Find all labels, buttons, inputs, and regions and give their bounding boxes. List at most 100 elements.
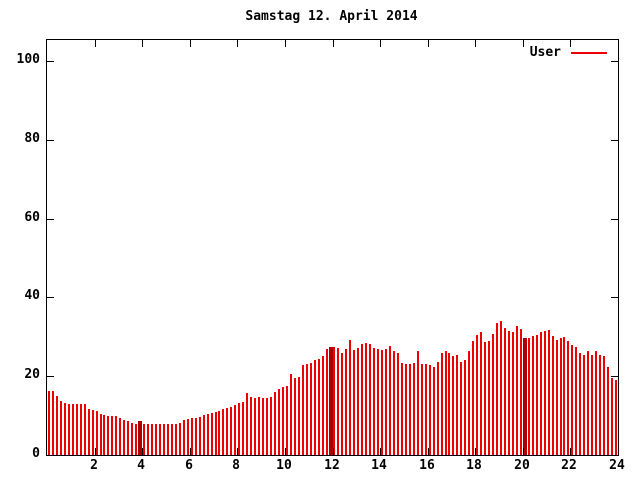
x-tick-mark: [380, 40, 381, 47]
impulse-bar: [254, 398, 256, 455]
impulse-bar: [540, 332, 542, 455]
impulse-bar: [195, 418, 197, 455]
impulse-bar: [314, 360, 316, 455]
impulse-bar: [532, 336, 534, 455]
impulse-bar: [72, 404, 74, 455]
impulse-bar: [357, 348, 359, 455]
impulse-bar: [544, 331, 546, 455]
impulse-bar: [365, 343, 367, 455]
x-tick-label: 16: [419, 458, 435, 473]
impulse-bar: [226, 408, 228, 455]
x-tick-mark: [95, 448, 96, 455]
x-tick-mark: [95, 40, 96, 47]
impulse-bar: [230, 407, 232, 455]
impulse-bar: [127, 421, 129, 455]
impulse-bar: [107, 416, 109, 455]
y-tick-mark: [611, 297, 618, 298]
impulse-bar: [548, 330, 550, 455]
impulse-bar: [523, 338, 527, 455]
impulse-bar: [583, 355, 585, 455]
impulse-bar: [318, 359, 320, 455]
x-tick-mark: [333, 40, 334, 47]
legend-series-label: User: [529, 45, 561, 60]
legend: User: [530, 46, 607, 60]
impulse-bar: [147, 424, 149, 455]
impulse-bar: [278, 389, 280, 455]
impulse-bar: [480, 332, 482, 455]
plot-area: User: [46, 39, 619, 456]
impulse-bar: [64, 403, 66, 455]
impulse-bar: [516, 326, 518, 455]
y-tick-mark: [47, 61, 54, 62]
impulse-bar: [159, 424, 161, 455]
impulse-bar: [615, 380, 617, 455]
y-tick-mark: [611, 61, 618, 62]
impulse-bar: [409, 364, 411, 455]
impulse-bar: [552, 336, 554, 455]
impulse-bar: [171, 424, 173, 455]
impulse-bar: [464, 360, 466, 455]
impulse-bar: [425, 364, 427, 455]
impulse-bar: [381, 350, 383, 455]
impulse-bar: [397, 353, 399, 455]
impulse-bar: [163, 424, 165, 455]
y-tick-mark: [47, 376, 54, 377]
impulse-bar: [484, 342, 486, 455]
impulse-bar: [138, 421, 142, 455]
impulse-bar: [203, 415, 205, 455]
x-tick-mark: [142, 40, 143, 47]
impulse-bar: [353, 350, 355, 455]
impulse-bar: [155, 424, 157, 455]
x-tick-mark: [570, 40, 571, 47]
x-tick-label: 8: [232, 458, 240, 473]
impulse-bar: [234, 405, 236, 455]
impulse-bar: [143, 424, 145, 455]
impulse-bar: [111, 416, 113, 455]
impulse-bar: [456, 355, 458, 455]
impulse-bar: [119, 418, 121, 455]
impulse-bar: [183, 420, 185, 455]
impulse-bar: [96, 411, 98, 455]
x-tick-mark: [475, 448, 476, 455]
impulse-bar: [151, 424, 153, 455]
impulse-bar: [520, 329, 522, 455]
impulse-bar: [413, 363, 415, 455]
x-tick-mark: [190, 40, 191, 47]
impulse-bar: [329, 347, 333, 455]
impulse-bar: [579, 353, 581, 455]
impulse-bar: [211, 413, 213, 455]
impulse-bar: [326, 349, 328, 455]
impulse-bar: [215, 412, 217, 455]
impulse-bar: [100, 414, 102, 455]
impulse-bar: [92, 410, 94, 455]
y-tick-label: 80: [24, 131, 40, 146]
y-tick-label: 40: [24, 288, 40, 303]
impulse-bar: [246, 393, 248, 455]
impulse-bar: [179, 423, 181, 455]
impulse-bar: [401, 363, 403, 455]
x-tick-label: 14: [371, 458, 387, 473]
impulse-bar: [421, 364, 423, 455]
impulse-bar: [207, 414, 209, 455]
impulse-bar: [560, 338, 562, 455]
impulse-bar: [611, 378, 613, 455]
impulse-bar: [575, 347, 577, 455]
impulse-bar: [337, 348, 339, 455]
impulse-bar: [167, 424, 169, 455]
impulse-bar: [603, 356, 605, 455]
x-tick-label: 24: [609, 458, 625, 473]
impulse-bar: [306, 364, 308, 455]
impulse-bar: [429, 365, 431, 455]
impulse-bar: [441, 353, 443, 455]
impulse-bar: [294, 378, 296, 455]
impulse-bar: [191, 418, 193, 455]
impulse-bar: [385, 349, 387, 455]
x-tick-mark: [237, 40, 238, 47]
y-tick-label: 0: [32, 446, 40, 461]
impulse-bar: [571, 345, 573, 455]
impulse-bar: [270, 397, 272, 455]
y-tick-mark: [47, 140, 54, 141]
impulse-bar: [282, 387, 284, 455]
impulse-bar: [488, 341, 490, 455]
impulse-bar: [591, 355, 593, 455]
